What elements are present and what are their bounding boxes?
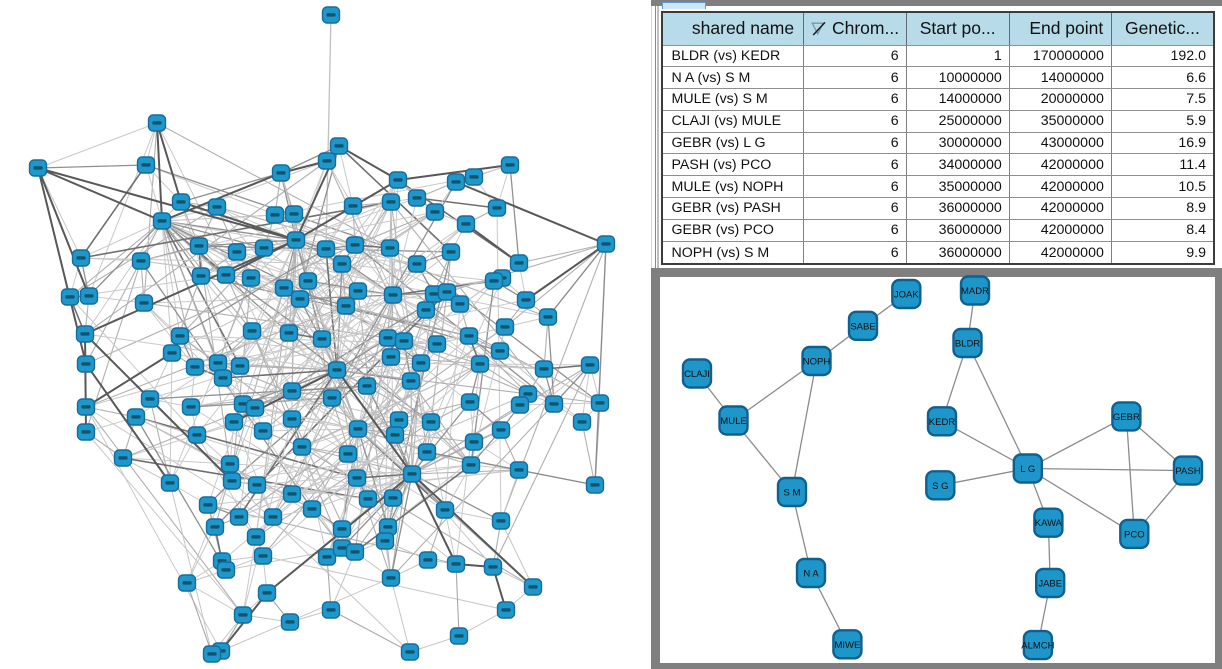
svg-text:KAWA: KAWA: [1035, 518, 1063, 529]
svg-text:S G: S G: [932, 481, 948, 492]
svg-text:PCO: PCO: [1124, 529, 1145, 540]
svg-text:NOPH: NOPH: [803, 357, 831, 368]
svg-text:ALMCH: ALMCH: [1021, 641, 1054, 652]
svg-text:L G: L G: [1020, 464, 1035, 475]
svg-text:JOAK: JOAK: [894, 290, 919, 301]
svg-text:MULE: MULE: [720, 416, 746, 427]
svg-text:N A: N A: [803, 569, 819, 580]
svg-text:SABE: SABE: [850, 321, 875, 332]
svg-text:PASH: PASH: [1175, 466, 1200, 477]
svg-text:GEBR: GEBR: [1113, 412, 1140, 423]
svg-text:CLAJI: CLAJI: [684, 369, 710, 380]
svg-text:MADR: MADR: [961, 286, 989, 297]
svg-text:BLDR: BLDR: [955, 339, 980, 350]
svg-text:KEDR: KEDR: [929, 417, 956, 428]
svg-text:JABE: JABE: [1038, 579, 1062, 590]
svg-text:S M: S M: [784, 488, 801, 499]
svg-text:MIWE: MIWE: [834, 640, 860, 651]
